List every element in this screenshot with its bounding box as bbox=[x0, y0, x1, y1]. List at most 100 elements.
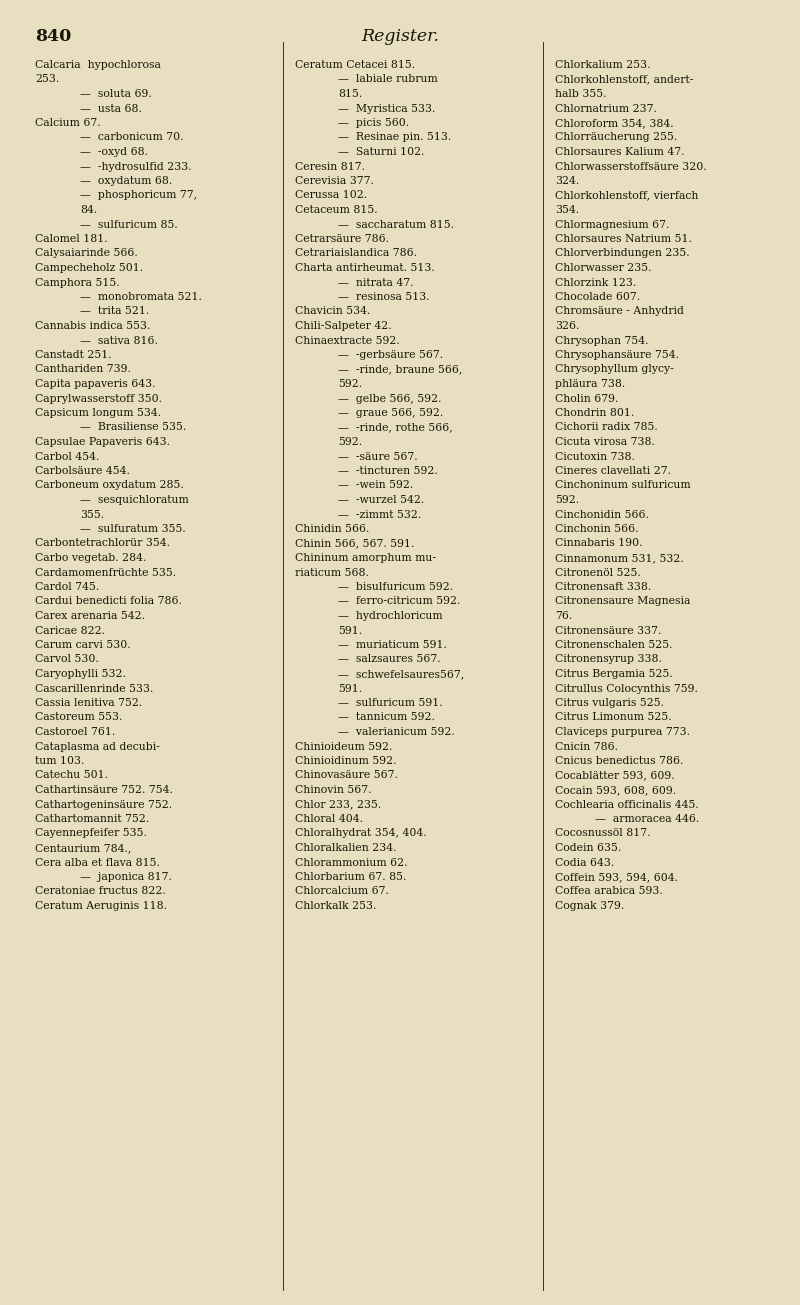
Text: Citrullus Colocynthis 759.: Citrullus Colocynthis 759. bbox=[555, 684, 698, 693]
Text: —  resinosa 513.: — resinosa 513. bbox=[338, 292, 430, 301]
Text: Chinaextracte 592.: Chinaextracte 592. bbox=[295, 335, 400, 346]
Text: —  graue 566, 592.: — graue 566, 592. bbox=[338, 408, 443, 418]
Text: —  trita 521.: — trita 521. bbox=[80, 307, 150, 317]
Text: Chinioidinum 592.: Chinioidinum 592. bbox=[295, 756, 397, 766]
Text: —  sativa 816.: — sativa 816. bbox=[80, 335, 158, 346]
Text: Chlormagnesium 67.: Chlormagnesium 67. bbox=[555, 219, 670, 230]
Text: Codia 643.: Codia 643. bbox=[555, 857, 614, 868]
Text: Ceresin 817.: Ceresin 817. bbox=[295, 162, 365, 171]
Text: Cerevisia 377.: Cerevisia 377. bbox=[295, 176, 374, 187]
Text: Cathartomannit 752.: Cathartomannit 752. bbox=[35, 814, 150, 823]
Text: tum 103.: tum 103. bbox=[35, 756, 84, 766]
Text: Calomel 181.: Calomel 181. bbox=[35, 234, 108, 244]
Text: 326.: 326. bbox=[555, 321, 579, 331]
Text: Cochlearia officinalis 445.: Cochlearia officinalis 445. bbox=[555, 800, 698, 809]
Text: Coffein 593, 594, 604.: Coffein 593, 594, 604. bbox=[555, 872, 678, 882]
Text: Chinidin 566.: Chinidin 566. bbox=[295, 525, 370, 534]
Text: —  -rinde, rothe 566,: — -rinde, rothe 566, bbox=[338, 423, 453, 432]
Text: Cholin 679.: Cholin 679. bbox=[555, 394, 618, 403]
Text: Castoreum 553.: Castoreum 553. bbox=[35, 713, 122, 723]
Text: Cardamomenfrüchte 535.: Cardamomenfrüchte 535. bbox=[35, 568, 176, 578]
Text: 253.: 253. bbox=[35, 74, 59, 85]
Text: Chinin 566, 567. 591.: Chinin 566, 567. 591. bbox=[295, 539, 414, 548]
Text: Cocablätter 593, 609.: Cocablätter 593, 609. bbox=[555, 770, 674, 780]
Text: 354.: 354. bbox=[555, 205, 579, 215]
Text: —  -hydrosulfid 233.: — -hydrosulfid 233. bbox=[80, 162, 192, 171]
Text: Chinioideum 592.: Chinioideum 592. bbox=[295, 741, 392, 752]
Text: Chlor 233, 235.: Chlor 233, 235. bbox=[295, 800, 382, 809]
Text: —  gelbe 566, 592.: — gelbe 566, 592. bbox=[338, 394, 442, 403]
Text: Chininum amorphum mu-: Chininum amorphum mu- bbox=[295, 553, 436, 562]
Text: —  armoracea 446.: — armoracea 446. bbox=[595, 814, 699, 823]
Text: Caprylwasserstoff 350.: Caprylwasserstoff 350. bbox=[35, 394, 162, 403]
Text: Cichorii radix 785.: Cichorii radix 785. bbox=[555, 423, 658, 432]
Text: —  Brasiliense 535.: — Brasiliense 535. bbox=[80, 423, 186, 432]
Text: Cera alba et flava 815.: Cera alba et flava 815. bbox=[35, 857, 160, 868]
Text: Cineres clavellati 27.: Cineres clavellati 27. bbox=[555, 466, 671, 476]
Text: —  carbonicum 70.: — carbonicum 70. bbox=[80, 133, 183, 142]
Text: Citronenöl 525.: Citronenöl 525. bbox=[555, 568, 641, 578]
Text: Carbolsäure 454.: Carbolsäure 454. bbox=[35, 466, 130, 476]
Text: Citronensyrup 338.: Citronensyrup 338. bbox=[555, 655, 662, 664]
Text: Chlorbarium 67. 85.: Chlorbarium 67. 85. bbox=[295, 872, 406, 882]
Text: Chlorverbindungen 235.: Chlorverbindungen 235. bbox=[555, 248, 690, 258]
Text: Calcium 67.: Calcium 67. bbox=[35, 117, 101, 128]
Text: Cassia lenitiva 752.: Cassia lenitiva 752. bbox=[35, 698, 142, 709]
Text: Cannabis indica 553.: Cannabis indica 553. bbox=[35, 321, 150, 331]
Text: Citronensaure Magnesia: Citronensaure Magnesia bbox=[555, 596, 690, 607]
Text: Cocain 593, 608, 609.: Cocain 593, 608, 609. bbox=[555, 786, 676, 795]
Text: —  saccharatum 815.: — saccharatum 815. bbox=[338, 219, 454, 230]
Text: Chlorzink 123.: Chlorzink 123. bbox=[555, 278, 636, 287]
Text: —  nitrata 47.: — nitrata 47. bbox=[338, 278, 414, 287]
Text: —  soluta 69.: — soluta 69. bbox=[80, 89, 152, 99]
Text: Cayennepfeifer 535.: Cayennepfeifer 535. bbox=[35, 829, 147, 839]
Text: —  sulfuricum 85.: — sulfuricum 85. bbox=[80, 219, 178, 230]
Text: —  hydrochloricum: — hydrochloricum bbox=[338, 611, 442, 621]
Text: Register.: Register. bbox=[361, 27, 439, 44]
Text: Cataplasma ad decubi-: Cataplasma ad decubi- bbox=[35, 741, 160, 752]
Text: Cathartinsäure 752. 754.: Cathartinsäure 752. 754. bbox=[35, 786, 173, 795]
Text: Chloralhydrat 354, 404.: Chloralhydrat 354, 404. bbox=[295, 829, 426, 839]
Text: Chlorsaures Kalium 47.: Chlorsaures Kalium 47. bbox=[555, 147, 685, 157]
Text: Charta antirheumat. 513.: Charta antirheumat. 513. bbox=[295, 264, 434, 273]
Text: —  -wein 592.: — -wein 592. bbox=[338, 480, 414, 491]
Text: Canthariden 739.: Canthariden 739. bbox=[35, 364, 131, 375]
Text: —  -gerbsäure 567.: — -gerbsäure 567. bbox=[338, 350, 443, 360]
Text: —  tannicum 592.: — tannicum 592. bbox=[338, 713, 435, 723]
Text: Chili-Salpeter 42.: Chili-Salpeter 42. bbox=[295, 321, 392, 331]
Text: —  sesquichloratum: — sesquichloratum bbox=[80, 495, 189, 505]
Text: —  oxydatum 68.: — oxydatum 68. bbox=[80, 176, 172, 187]
Text: Chloral 404.: Chloral 404. bbox=[295, 814, 363, 823]
Text: Chloralkalien 234.: Chloralkalien 234. bbox=[295, 843, 397, 853]
Text: Chrysophan 754.: Chrysophan 754. bbox=[555, 335, 649, 346]
Text: Carbol 454.: Carbol 454. bbox=[35, 452, 99, 462]
Text: phläura 738.: phläura 738. bbox=[555, 378, 626, 389]
Text: Caricae 822.: Caricae 822. bbox=[35, 625, 105, 636]
Text: —  phosphoricum 77,: — phosphoricum 77, bbox=[80, 191, 197, 201]
Text: Cicuta virosa 738.: Cicuta virosa 738. bbox=[555, 437, 655, 448]
Text: Chloroform 354, 384.: Chloroform 354, 384. bbox=[555, 117, 674, 128]
Text: Canstadt 251.: Canstadt 251. bbox=[35, 350, 112, 360]
Text: Chlorkalium 253.: Chlorkalium 253. bbox=[555, 60, 650, 70]
Text: Coffea arabica 593.: Coffea arabica 593. bbox=[555, 886, 662, 897]
Text: 591.: 591. bbox=[338, 625, 362, 636]
Text: —  muriaticum 591.: — muriaticum 591. bbox=[338, 639, 447, 650]
Text: Citronenschalen 525.: Citronenschalen 525. bbox=[555, 639, 673, 650]
Text: 592.: 592. bbox=[555, 495, 579, 505]
Text: Cetrariaislandica 786.: Cetrariaislandica 786. bbox=[295, 248, 417, 258]
Text: Cicutoxin 738.: Cicutoxin 738. bbox=[555, 452, 635, 462]
Text: Camphora 515.: Camphora 515. bbox=[35, 278, 120, 287]
Text: Ceratum Cetacei 815.: Ceratum Cetacei 815. bbox=[295, 60, 415, 70]
Text: Chlorsaures Natrium 51.: Chlorsaures Natrium 51. bbox=[555, 234, 692, 244]
Text: Cardol 745.: Cardol 745. bbox=[35, 582, 99, 592]
Text: —  japonica 817.: — japonica 817. bbox=[80, 872, 172, 882]
Text: riaticum 568.: riaticum 568. bbox=[295, 568, 369, 578]
Text: —  picis 560.: — picis 560. bbox=[338, 117, 409, 128]
Text: Chinovin 567.: Chinovin 567. bbox=[295, 786, 371, 795]
Text: Cascarillenrinde 533.: Cascarillenrinde 533. bbox=[35, 684, 154, 693]
Text: —  -rinde, braune 566,: — -rinde, braune 566, bbox=[338, 364, 462, 375]
Text: Chlorkohlenstoff, vierfach: Chlorkohlenstoff, vierfach bbox=[555, 191, 698, 201]
Text: Citronensäure 337.: Citronensäure 337. bbox=[555, 625, 662, 636]
Text: Cnicin 786.: Cnicin 786. bbox=[555, 741, 618, 752]
Text: halb 355.: halb 355. bbox=[555, 89, 606, 99]
